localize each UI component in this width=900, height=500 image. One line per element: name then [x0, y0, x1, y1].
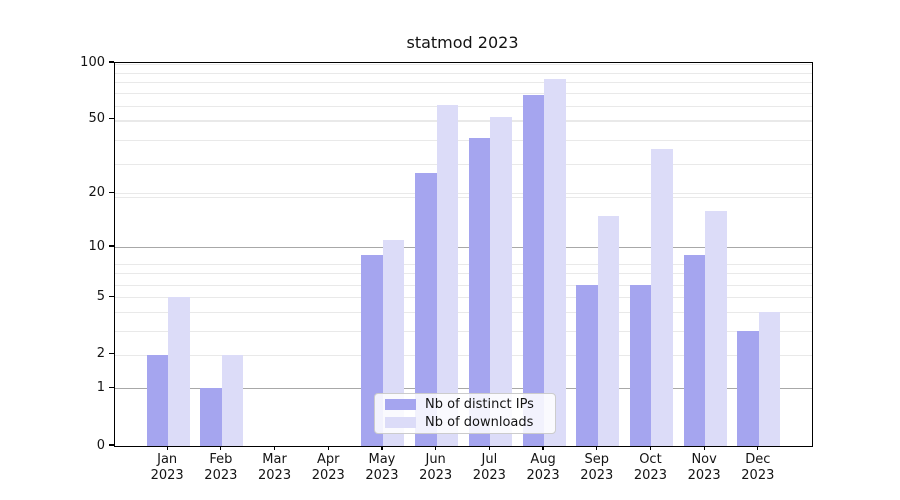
y-tick-mark-50	[109, 118, 114, 120]
bar-ips-feb	[200, 388, 222, 446]
y-tick-mark-2	[109, 353, 114, 355]
x-tick-label-may: May 2023	[365, 452, 399, 483]
bar-downloads-jun	[436, 104, 459, 446]
bar-downloads-sep	[597, 215, 620, 446]
y-tick-label-5: 5	[96, 288, 105, 304]
y-tick-label-100: 100	[80, 54, 105, 70]
y-tick-label-50: 50	[88, 111, 105, 127]
gridline-y-99	[115, 63, 812, 65]
gridline-y-20	[115, 193, 812, 195]
x-tick-mark-jun	[435, 446, 437, 450]
x-tick-mark-oct	[649, 446, 652, 450]
legend-item-distinct-ips: Nb of distinct IPs	[385, 398, 545, 411]
bar-ips-jul	[468, 137, 491, 446]
bar-ips-sep	[576, 284, 598, 446]
gridline-y-50	[115, 119, 812, 121]
bar-downloads-feb	[221, 354, 244, 446]
x-tick-mark-sep	[596, 446, 598, 450]
bar-downloads-jul	[490, 116, 512, 446]
x-tick-label-aug: Aug 2023	[526, 452, 560, 483]
gridline-y-29	[115, 163, 812, 165]
bar-downloads-oct	[651, 148, 673, 446]
x-tick-label-sep: Sep 2023	[580, 452, 614, 483]
gridline-y-69	[115, 93, 812, 95]
x-tick-label-oct: Oct 2023	[633, 452, 667, 483]
y-tick-label-1: 1	[96, 379, 105, 395]
legend-item-downloads: Nb of downloads	[385, 416, 545, 429]
y-tick-mark-100	[109, 61, 114, 63]
gridline-y-79	[115, 82, 812, 84]
y-tick-label-2: 2	[96, 346, 105, 362]
gridline-y-2	[115, 354, 812, 356]
x-tick-label-feb: Feb 2023	[204, 452, 238, 483]
plot-area: Nb of distinct IPs Nb of downloads	[114, 62, 813, 447]
x-tick-mark-feb	[220, 446, 222, 450]
bar-ips-dec	[737, 330, 759, 446]
y-tick-mark-20	[109, 191, 114, 193]
x-tick-mark-mar	[273, 446, 276, 450]
gridline-y-8	[115, 263, 812, 265]
x-tick-mark-dec	[757, 446, 759, 450]
gridline-y-89	[115, 72, 812, 74]
x-tick-label-jul: Jul 2023	[472, 452, 506, 483]
x-tick-mark-nov	[703, 446, 705, 450]
bar-downloads-dec	[758, 312, 781, 446]
bar-ips-oct	[629, 284, 652, 446]
bar-ips-jun	[415, 172, 437, 446]
x-tick-mark-apr	[327, 446, 329, 450]
gridline-y-6	[115, 284, 812, 286]
legend-label-distinct-ips: Nb of distinct IPs	[425, 397, 534, 412]
x-tick-mark-may	[381, 446, 383, 450]
y-tick-mark-5	[109, 295, 114, 297]
legend: Nb of distinct IPs Nb of downloads	[374, 393, 556, 434]
gridline-y-3	[115, 330, 812, 332]
legend-label-downloads: Nb of downloads	[425, 415, 534, 430]
gridline-y-7	[115, 273, 812, 275]
gridline-y-1	[115, 388, 812, 390]
bar-ips-aug	[522, 94, 545, 446]
gridline-y-5	[115, 297, 812, 299]
bar-ips-jan	[146, 354, 169, 446]
gridline-y-10	[115, 247, 812, 248]
y-tick-label-0: 0	[96, 437, 105, 453]
x-tick-mark-jan	[166, 446, 168, 450]
bar-downloads-aug	[544, 79, 566, 446]
y-tick-label-10: 10	[88, 238, 105, 254]
x-tick-label-mar: Mar 2023	[258, 452, 292, 483]
x-tick-mark-jul	[488, 446, 490, 450]
gridline-y-49	[115, 121, 812, 123]
y-tick-mark-1	[109, 386, 114, 389]
gridline-y-4	[115, 312, 812, 314]
gridline-y-39	[115, 139, 812, 141]
bar-ips-nov	[683, 254, 706, 446]
x-tick-label-jan: Jan 2023	[150, 452, 184, 483]
bar-downloads-nov	[705, 210, 727, 446]
y-tick-mark-0	[109, 444, 114, 446]
x-tick-label-jun: Jun 2023	[419, 452, 453, 483]
gridline-y-59	[115, 106, 812, 108]
bar-downloads-jan	[168, 297, 190, 446]
x-tick-label-nov: Nov 2023	[687, 452, 721, 483]
legend-swatch-distinct-ips	[385, 399, 416, 410]
x-tick-label-apr: Apr 2023	[311, 452, 345, 483]
y-tick-label-20: 20	[88, 184, 105, 200]
chart-title: statmod 2023	[406, 33, 519, 52]
legend-swatch-downloads	[385, 417, 416, 428]
x-tick-label-dec: Dec 2023	[741, 452, 775, 483]
x-tick-mark-aug	[542, 446, 544, 450]
gridline-y-19	[115, 197, 812, 199]
y-tick-mark-10	[109, 245, 114, 247]
